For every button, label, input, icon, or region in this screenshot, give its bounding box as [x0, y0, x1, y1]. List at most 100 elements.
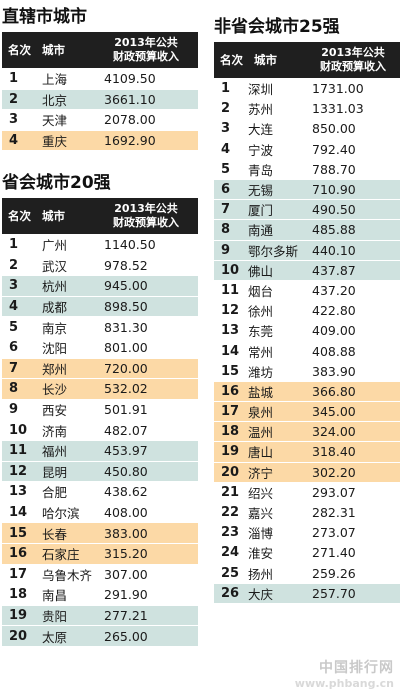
value-cell: 1731.00 — [312, 81, 364, 97]
value-cell: 1692.90 — [104, 132, 156, 148]
table-row: 9 鄂尔多斯 440.10 — [214, 239, 400, 260]
city-cell: 鄂尔多斯 — [248, 243, 299, 259]
value-cell: 408.00 — [104, 505, 148, 521]
rank-cell: 18 — [221, 424, 240, 440]
city-cell: 贵阳 — [42, 608, 68, 624]
city-cell: 福州 — [42, 444, 68, 460]
table-row: 2 武汉 978.52 — [2, 254, 198, 276]
non-capital-rows: 1 深圳 1731.00 2 苏州 1331.03 3 大连 850.00 4 宁波 792.40 5 青… — [214, 78, 400, 603]
city-cell: 宁波 — [248, 142, 274, 158]
header-city: 城市 — [254, 53, 277, 67]
city-cell: 济宁 — [248, 465, 274, 481]
value-cell: 366.80 — [312, 383, 356, 399]
city-cell: 沈阳 — [42, 341, 68, 357]
table-row: 10 济南 482.07 — [2, 419, 198, 440]
rank-cell: 14 — [221, 343, 240, 359]
value-cell: 453.97 — [104, 443, 148, 459]
value-cell: 898.50 — [104, 299, 148, 315]
city-cell: 无锡 — [248, 183, 274, 199]
city-cell: 长春 — [42, 526, 68, 542]
header-rank: 名次 — [8, 43, 31, 57]
value-cell: 945.00 — [104, 278, 148, 294]
city-cell: 烟台 — [248, 283, 274, 299]
rank-cell: 4 — [221, 141, 231, 157]
table-row: 17 乌鲁木齐 307.00 — [2, 563, 198, 585]
rank-cell: 20 — [9, 628, 28, 644]
table-row: 12 徐州 422.80 — [214, 300, 400, 321]
rank-cell: 17 — [9, 566, 28, 582]
table-row: 8 南通 485.88 — [214, 219, 400, 240]
table-header: 名次 城市 2013年公共 财政预算收入 — [2, 198, 198, 234]
table-row: 16 石家庄 315.20 — [2, 542, 198, 564]
rank-cell: 15 — [9, 525, 28, 541]
provincial-capital-title: 省会城市20强 — [2, 173, 111, 193]
value-cell: 485.88 — [312, 222, 356, 238]
rank-cell: 9 — [221, 242, 231, 258]
value-cell: 409.00 — [312, 323, 356, 339]
city-cell: 扬州 — [248, 566, 274, 582]
value-cell: 978.52 — [104, 257, 148, 273]
value-cell: 282.31 — [312, 505, 356, 521]
city-cell: 郑州 — [42, 361, 68, 377]
rank-cell: 12 — [9, 463, 28, 479]
rank-cell: 1 — [9, 71, 19, 87]
value-cell: 710.90 — [312, 182, 356, 198]
table-row: 21 绍兴 293.07 — [214, 481, 400, 502]
value-cell: 273.07 — [312, 525, 356, 541]
rank-cell: 13 — [9, 484, 28, 500]
value-cell: 720.00 — [104, 360, 148, 376]
table-row: 18 南昌 291.90 — [2, 584, 198, 605]
city-cell: 天津 — [42, 113, 68, 129]
header-city: 城市 — [42, 209, 65, 223]
table-row: 16 盐城 366.80 — [214, 380, 400, 401]
city-cell: 昆明 — [42, 464, 68, 480]
city-cell: 重庆 — [42, 133, 68, 149]
rank-cell: 8 — [9, 381, 19, 397]
value-cell: 345.00 — [312, 404, 356, 420]
watermark-brand: 中国排行网 — [319, 660, 394, 676]
rank-cell: 17 — [221, 404, 240, 420]
header-city: 城市 — [42, 43, 65, 57]
value-cell: 482.07 — [104, 422, 148, 438]
rank-cell: 2 — [9, 257, 19, 273]
rank-cell: 16 — [221, 383, 240, 399]
rank-cell: 25 — [221, 565, 240, 581]
table-row: 15 长春 383.00 — [2, 522, 198, 543]
value-cell: 3661.10 — [104, 91, 156, 107]
watermark: 中国排行网 www.phbang.cn — [295, 657, 394, 690]
value-cell: 422.80 — [312, 303, 356, 319]
value-cell: 437.20 — [312, 282, 356, 298]
city-cell: 温州 — [248, 425, 274, 441]
rank-cell: 16 — [9, 546, 28, 562]
value-cell: 440.10 — [312, 242, 356, 258]
table-row: 20 济宁 302.20 — [214, 461, 400, 482]
header-value: 2013年公共 财政预算收入 — [113, 202, 179, 229]
value-cell: 307.00 — [104, 566, 148, 582]
city-cell: 石家庄 — [42, 547, 80, 563]
table-row: 19 贵阳 277.21 — [2, 604, 198, 626]
rank-cell: 6 — [9, 340, 19, 356]
city-cell: 大连 — [248, 122, 274, 138]
value-cell: 291.90 — [104, 587, 148, 603]
table-row: 22 嘉兴 282.31 — [214, 501, 400, 523]
rank-cell: 2 — [221, 101, 231, 117]
rank-cell: 13 — [221, 323, 240, 339]
city-cell: 东莞 — [248, 324, 274, 340]
value-cell: 265.00 — [104, 628, 148, 644]
value-cell: 4109.50 — [104, 71, 156, 87]
rank-cell: 10 — [221, 262, 240, 278]
city-cell: 徐州 — [248, 304, 274, 320]
rank-cell: 14 — [9, 505, 28, 521]
city-cell: 常州 — [248, 344, 274, 360]
rank-cell: 5 — [221, 161, 231, 177]
table-row: 7 厦门 490.50 — [214, 199, 400, 220]
table-row: 4 重庆 1692.90 — [2, 129, 198, 150]
city-cell: 杭州 — [42, 279, 68, 295]
rank-cell: 7 — [221, 202, 231, 218]
non-capital-table-panel: 非省会城市25强 名次 城市 2013年公共 财政预算收入 1 深圳 1731.00… — [214, 16, 400, 603]
rank-cell: 19 — [9, 607, 28, 623]
city-cell: 青岛 — [248, 162, 274, 178]
value-cell: 257.70 — [312, 585, 356, 601]
table-row: 2 苏州 1331.03 — [214, 98, 400, 119]
rank-cell: 9 — [9, 402, 19, 418]
